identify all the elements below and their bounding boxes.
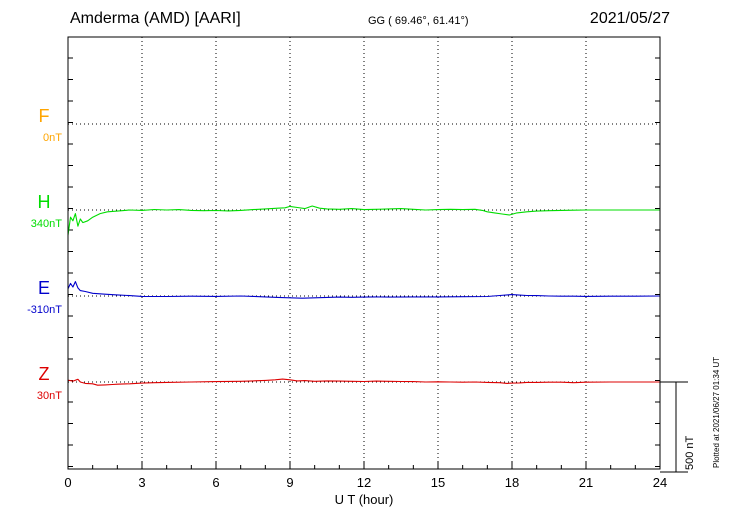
plotted-timestamp: Plotted at 2021/06/27 01:34 UT (712, 356, 721, 468)
trace-z (67, 378, 660, 386)
x-tick-label: 6 (212, 475, 219, 490)
series-name-f: F (39, 106, 50, 126)
trace-e (67, 281, 661, 299)
x-tick-label: 24 (653, 475, 667, 490)
x-tick-label: 21 (579, 475, 593, 490)
scale-bar-label: 500 nT (684, 435, 696, 470)
series-name-h: H (38, 192, 51, 212)
plot-frame (67, 36, 661, 470)
x-tick-label: 9 (286, 475, 293, 490)
x-tick-label: 15 (431, 475, 445, 490)
series-offset-h: 340nT (31, 218, 62, 230)
x-tick-label: 3 (138, 475, 145, 490)
x-tick-label: 12 (357, 475, 371, 490)
x-axis-label: U T (hour) (335, 492, 394, 507)
series-offset-e: -310nT (27, 304, 62, 316)
geographic-coordinates: GG ( 69.46°, 61.41°) (368, 15, 469, 27)
trace-h (67, 205, 660, 236)
series-name-e: E (38, 278, 50, 298)
x-tick-label: 0 (64, 475, 71, 490)
series-name-z: Z (39, 364, 50, 384)
series-offset-z: 30nT (37, 390, 62, 402)
date-label: 2021/05/27 (589, 10, 670, 27)
station-title: Amderma (AMD) [AARI] (70, 10, 241, 27)
x-tick-label: 18 (505, 475, 519, 490)
series-offset-f: 0nT (43, 132, 62, 144)
